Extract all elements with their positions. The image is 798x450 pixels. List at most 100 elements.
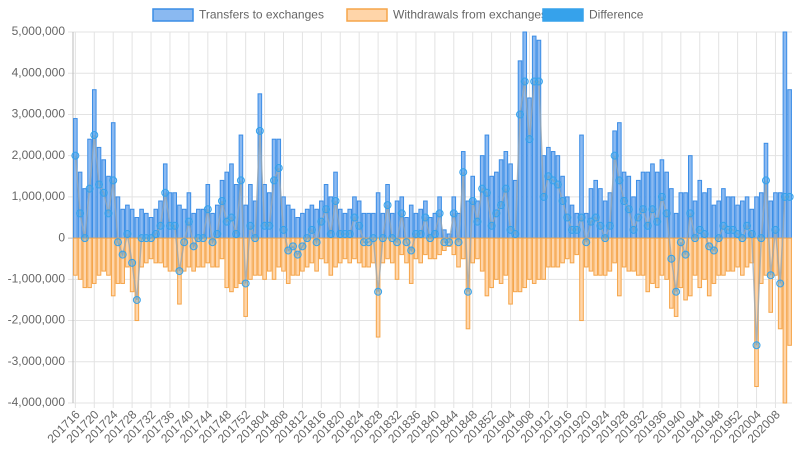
bar: [740, 237, 745, 276]
difference-point: [709, 246, 718, 255]
bar: [494, 237, 499, 280]
difference-point: [236, 176, 245, 185]
bar: [295, 217, 300, 239]
difference-point: [416, 229, 425, 238]
bar: [550, 237, 556, 268]
difference-point: [596, 221, 605, 230]
difference-point: [601, 234, 610, 243]
bar: [621, 237, 627, 268]
bar: [716, 237, 721, 276]
bar: [229, 163, 234, 239]
difference-point: [738, 234, 747, 243]
difference-point: [430, 229, 439, 238]
difference-point: [85, 184, 94, 193]
difference-point: [771, 225, 780, 234]
bar: [692, 237, 698, 276]
difference-point: [686, 209, 695, 218]
difference-point: [298, 242, 307, 251]
bar: [536, 39, 542, 239]
difference-point: [393, 238, 402, 247]
difference-point: [251, 234, 260, 243]
difference-point: [180, 238, 189, 247]
bar: [702, 237, 707, 280]
difference-point: [175, 267, 184, 276]
difference-point: [492, 209, 501, 218]
difference-point: [605, 221, 614, 230]
difference-point: [71, 151, 80, 160]
difference-point: [123, 229, 132, 238]
bar: [110, 237, 116, 297]
bar: [366, 237, 371, 268]
legend-label: Withdrawals from exchanges: [393, 8, 547, 22]
bar: [309, 237, 315, 264]
bar: [300, 212, 305, 239]
legend-swatch: [542, 8, 584, 22]
difference-point: [487, 221, 496, 230]
bar: [706, 188, 712, 239]
difference-point: [203, 205, 212, 214]
difference-point: [326, 229, 335, 238]
difference-point: [246, 221, 255, 230]
bar: [304, 237, 310, 268]
bar: [139, 208, 144, 239]
difference-point: [80, 234, 89, 243]
bar: [706, 237, 712, 297]
bar: [91, 89, 97, 239]
bar: [191, 212, 196, 239]
bar: [262, 237, 267, 280]
bar: [716, 200, 721, 239]
bar: [602, 237, 608, 276]
difference-point: [345, 229, 354, 238]
bar: [659, 237, 665, 276]
bar: [541, 237, 546, 280]
difference-point: [563, 213, 572, 222]
bar: [479, 237, 485, 272]
bar: [787, 237, 792, 346]
bar: [153, 237, 159, 264]
bar: [432, 237, 438, 260]
difference-point: [350, 213, 359, 222]
bar: [654, 171, 660, 239]
y-tick-label: 5,000,000: [12, 24, 66, 38]
difference-point: [591, 213, 600, 222]
difference-point: [369, 234, 378, 243]
difference-point: [582, 238, 591, 247]
bar: [196, 208, 201, 239]
bar: [730, 237, 736, 272]
difference-point: [317, 217, 326, 226]
difference-point: [189, 242, 198, 251]
bar: [574, 237, 580, 256]
difference-point: [383, 201, 392, 210]
bar: [158, 237, 163, 264]
difference-point: [397, 209, 406, 218]
difference-point: [553, 180, 562, 189]
bar: [754, 196, 759, 239]
bar: [304, 208, 310, 239]
bar: [451, 237, 457, 256]
difference-point: [445, 238, 454, 247]
difference-point: [156, 221, 165, 230]
y-tick-label: 0: [58, 230, 65, 244]
bar: [768, 200, 774, 239]
difference-point: [128, 258, 137, 267]
bar: [91, 237, 97, 284]
bar: [281, 237, 286, 272]
bar: [314, 237, 319, 272]
difference-point: [227, 213, 236, 222]
bar: [229, 237, 234, 293]
difference-point: [558, 197, 567, 206]
bar: [408, 237, 414, 284]
bar: [177, 204, 182, 239]
difference-point: [407, 246, 416, 255]
bar: [527, 237, 532, 280]
bar: [101, 237, 107, 272]
y-tick-label: 1,000,000: [12, 189, 66, 203]
bar: [531, 35, 537, 239]
bar: [342, 237, 348, 260]
bar: [512, 237, 518, 293]
difference-point: [307, 225, 316, 234]
y-tick-label: -1,000,000: [8, 272, 66, 286]
bar: [635, 237, 641, 276]
bar: [744, 196, 750, 239]
